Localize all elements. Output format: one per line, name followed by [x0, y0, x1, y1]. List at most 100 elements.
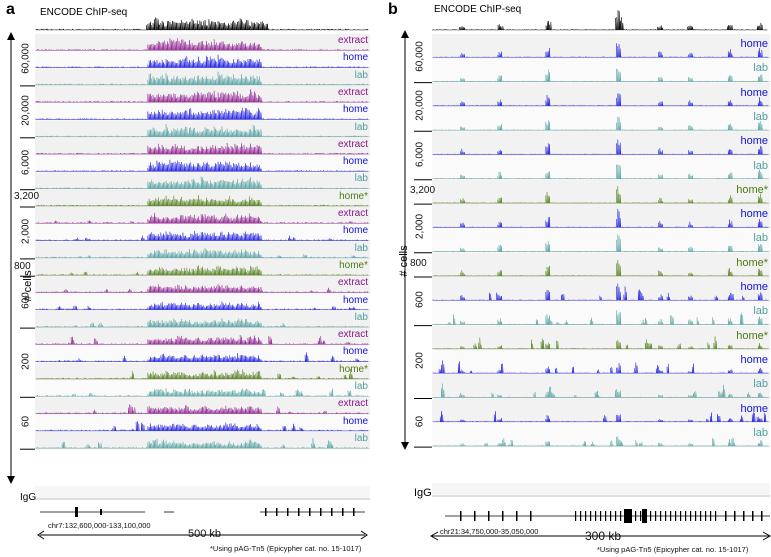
- gene-exon-b: [680, 511, 682, 521]
- gene-exon-b: [685, 511, 687, 521]
- track-label-b-home: home: [740, 86, 768, 99]
- signal-lab-b: [432, 310, 769, 325]
- gene-exon-b: [590, 511, 592, 521]
- signal-lab-a: [35, 71, 369, 86]
- track-label-b-home: home: [740, 38, 768, 50]
- count-label-b: 200: [414, 352, 426, 369]
- track-bg-a: [35, 85, 370, 104]
- gene-exon-a: [331, 508, 333, 516]
- signal-lab-b: [432, 164, 769, 179]
- signal-home-a: [35, 159, 369, 172]
- track-label-a-lab: lab: [354, 121, 368, 133]
- track-bg-b: [432, 82, 770, 107]
- track-bg-a: [35, 362, 370, 380]
- track-label-b-home: home: [740, 281, 768, 293]
- track-label-a-home: home: [342, 294, 368, 306]
- igg-bg-b: [432, 483, 770, 497]
- track-bg-b: [432, 179, 770, 205]
- track-label-a-lab: lab: [354, 381, 368, 392]
- track-label-b-lab: lab: [753, 110, 768, 123]
- gene-exon-b: [460, 511, 462, 521]
- panel-b-axis-title: # cells: [398, 245, 410, 277]
- encode-signal-b: [432, 10, 768, 31]
- gene-exon-b-big: [624, 509, 632, 523]
- gene-exon-a: [309, 508, 311, 516]
- count-label-b: 3,200: [410, 184, 436, 196]
- track-label-a-extract: extract: [337, 138, 368, 150]
- track-label-a-home: home: [342, 52, 368, 64]
- track-label-a-extract: extract: [337, 35, 368, 46]
- track-label-a-homeStar: home*: [339, 259, 368, 271]
- track-bg-a: [35, 120, 370, 138]
- signal-home-b: [432, 360, 769, 374]
- gene-exon-b: [710, 511, 712, 521]
- gene-exon-b: [610, 511, 612, 521]
- track-label-a-home: home: [342, 225, 368, 237]
- track-bg-b: [432, 349, 770, 375]
- gene-exon-a: [353, 508, 355, 516]
- track-bg-b: [432, 398, 770, 423]
- gene-exon-b: [670, 511, 672, 521]
- signal-homeStar-a: [35, 195, 369, 207]
- track-label-a-home: home: [342, 156, 368, 168]
- track-bg-a: [35, 397, 370, 415]
- signal-home-b: [432, 139, 769, 155]
- signal-home-b: [432, 43, 769, 58]
- gene-exon-b: [715, 511, 717, 521]
- signal-lab-a: [35, 176, 369, 189]
- gene-exon-b: [725, 511, 727, 521]
- gene-exon-b: [665, 511, 667, 521]
- track-label-a-lab: lab: [354, 242, 368, 254]
- gene-exon-b: [695, 511, 697, 521]
- track-bg-a: [35, 380, 370, 398]
- track-bg-a: [35, 241, 370, 259]
- panel-a-igg-label: IgG: [20, 492, 37, 503]
- panel-b-igg-label: IgG: [414, 487, 432, 499]
- signal-home-b: [432, 411, 769, 422]
- count-label-a: 600: [20, 292, 32, 309]
- track-bg-a: [35, 431, 370, 450]
- gene-exon-b: [580, 511, 582, 521]
- signal-extract-a: [35, 212, 369, 224]
- gene-exon-b: [705, 511, 707, 521]
- count-label-a: 60,000: [20, 43, 32, 74]
- count-label-a: 20,000: [20, 95, 32, 126]
- track-label-b-homeStar: home*: [736, 329, 768, 342]
- panel-a-scale: 500 kb: [188, 528, 222, 540]
- track-label-b-homeStar: home*: [736, 256, 768, 269]
- count-label-a: 3,200: [14, 191, 40, 203]
- signal-homeStar-b: [432, 336, 769, 350]
- gene-exon-b: [600, 511, 602, 521]
- signal-lab-b: [432, 383, 769, 398]
- track-label-b-lab: lab: [753, 426, 768, 439]
- gene-exon-b: [502, 511, 504, 521]
- gene-exon-b: [605, 511, 607, 521]
- gene-exon-b: [474, 511, 476, 521]
- gene-exon-a: [342, 508, 344, 516]
- signal-lab-a: [35, 318, 369, 328]
- signal-lab-a: [35, 438, 369, 449]
- count-label-b: 800: [410, 257, 427, 269]
- signal-extract-a: [35, 404, 369, 414]
- count-label-b: 60: [414, 415, 426, 427]
- count-label-a: 60: [20, 416, 32, 428]
- track-label-a-extract: extract: [337, 86, 368, 98]
- count-label-b: 600: [414, 291, 426, 309]
- signal-extract-a: [36, 38, 369, 51]
- track-bg-b: [432, 131, 770, 156]
- signal-lab-b: [432, 116, 769, 131]
- gene-exon-b: [734, 511, 736, 521]
- track-bg-b: [432, 204, 770, 229]
- gene-exon-a-1: [75, 507, 78, 517]
- track-label-a-extract: extract: [337, 277, 368, 289]
- signal-home-a: [35, 54, 369, 68]
- track-label-b-home: home: [740, 353, 768, 366]
- gene-exon-b: [660, 511, 662, 521]
- encode-signal-a: [35, 17, 369, 31]
- track-bg-b: [432, 155, 770, 180]
- signal-home-a: [35, 107, 369, 120]
- track-label-b-lab: lab: [753, 305, 768, 318]
- panel-a-note: *Using pAG-Tn5 (Epicypher cat. no. 15-10…: [210, 544, 362, 553]
- track-bg-b: [432, 34, 770, 59]
- signal-home-b: [432, 93, 769, 107]
